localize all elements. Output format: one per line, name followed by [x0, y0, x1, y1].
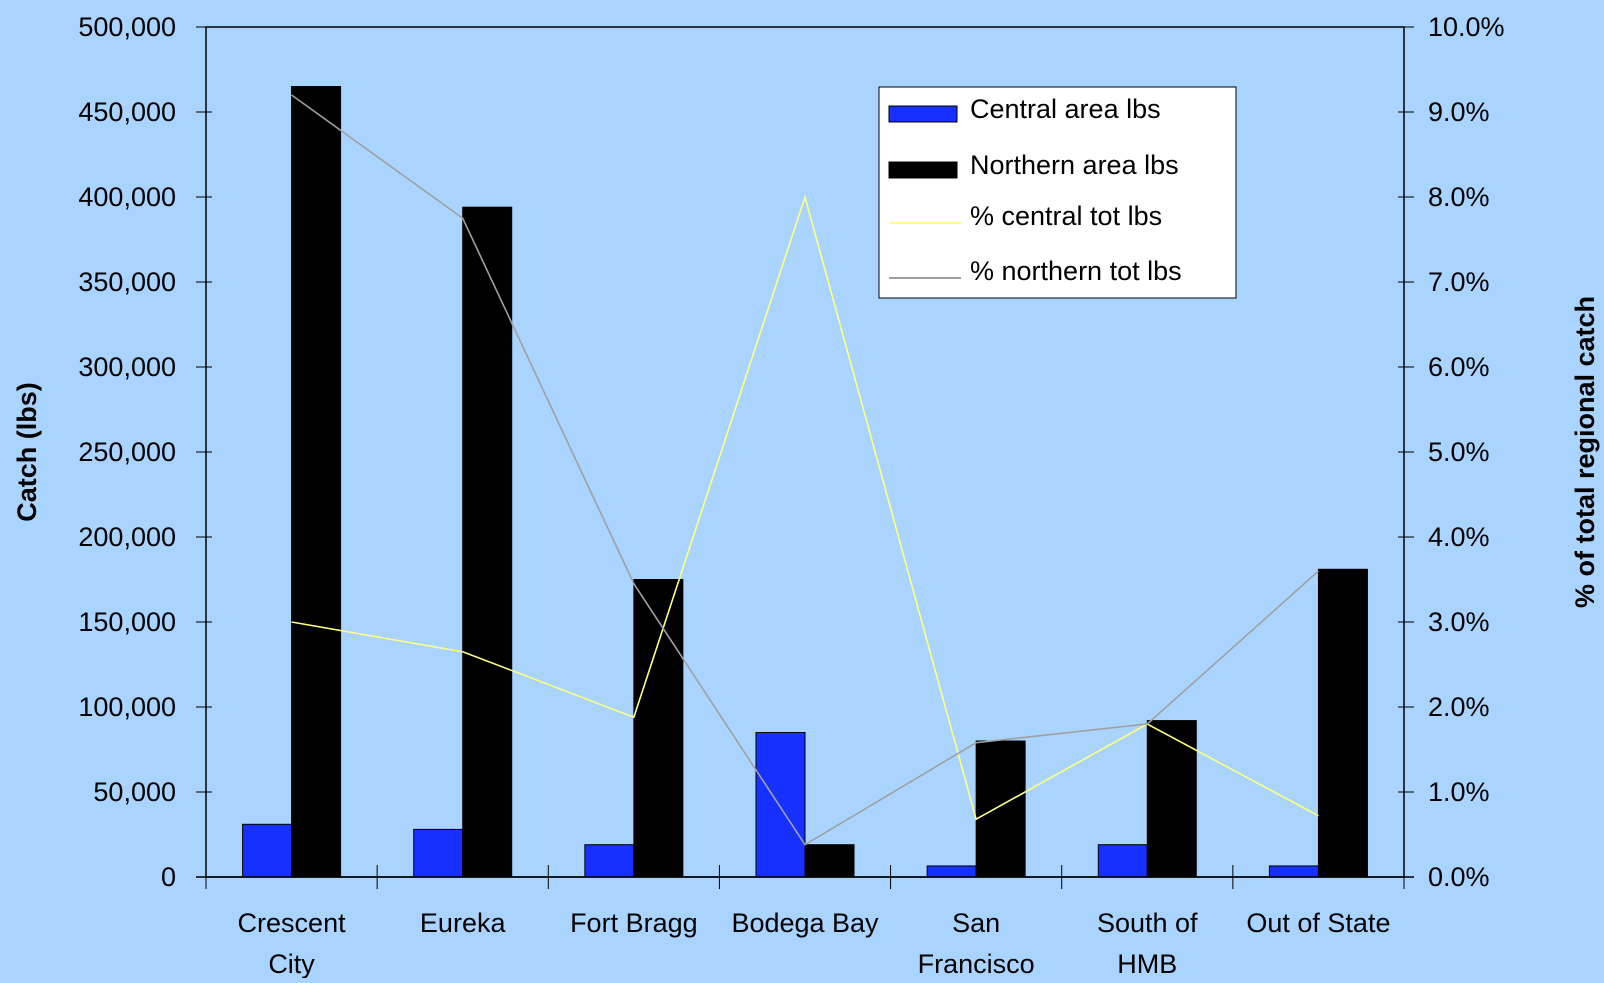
y2-tick-label: 0.0%	[1428, 862, 1490, 892]
x-tick-label: Bodega Bay	[731, 908, 879, 938]
y2-tick-label: 6.0%	[1428, 352, 1490, 382]
y-tick-label: 350,000	[78, 267, 176, 297]
y-tick-label: 0	[161, 862, 176, 892]
legend: Central area lbs Northern area lbs % centr…	[879, 87, 1236, 298]
y-tick-label: 200,000	[78, 522, 176, 552]
y-tick-label: 300,000	[78, 352, 176, 382]
y-tick-label: 400,000	[78, 182, 176, 212]
y2-tick-label: 2.0%	[1428, 692, 1490, 722]
x-tick-label: Eureka	[420, 908, 507, 938]
y2-tick-label: 1.0%	[1428, 777, 1490, 807]
y-tick-label: 50,000	[93, 777, 176, 807]
y-tick-label: 450,000	[78, 97, 176, 127]
y2-tick-label: 4.0%	[1428, 522, 1490, 552]
bar-central	[1269, 866, 1318, 877]
legend-label: % northern tot lbs	[970, 256, 1182, 286]
y-tick-label: 250,000	[78, 437, 176, 467]
y2-tick-label: 5.0%	[1428, 437, 1490, 467]
legend-swatch	[889, 106, 957, 122]
x-tick-label: Fort Bragg	[570, 908, 698, 938]
legend-label: Northern area lbs	[970, 150, 1179, 180]
bar-central	[243, 824, 292, 877]
legend-label: % central tot lbs	[970, 201, 1162, 231]
y-axis-title: Catch (lbs)	[12, 382, 42, 522]
bar-northern	[976, 741, 1025, 877]
y2-tick-label: 10.0%	[1428, 12, 1505, 42]
y2-tick-label: 3.0%	[1428, 607, 1490, 637]
bar-northern	[1318, 569, 1367, 877]
bar-northern	[292, 87, 341, 878]
bar-central	[756, 733, 805, 878]
y2-tick-label: 9.0%	[1428, 97, 1490, 127]
legend-label: Central area lbs	[970, 94, 1161, 124]
y2-tick-label: 7.0%	[1428, 267, 1490, 297]
y2-tick-label: 8.0%	[1428, 182, 1490, 212]
bar-northern	[1147, 721, 1196, 877]
y2-axis-title: % of total regional catch	[1570, 296, 1600, 608]
bar-central	[927, 866, 976, 877]
y-tick-label: 150,000	[78, 607, 176, 637]
bar-northern	[805, 845, 854, 877]
x-tick-label: Out of State	[1246, 908, 1390, 938]
bar-central	[585, 845, 634, 877]
y-tick-label: 500,000	[78, 12, 176, 42]
legend-swatch	[889, 162, 957, 178]
bar-northern	[634, 580, 683, 878]
bar-central	[414, 829, 463, 877]
y-tick-label: 100,000	[78, 692, 176, 722]
bar-central	[1098, 845, 1147, 877]
